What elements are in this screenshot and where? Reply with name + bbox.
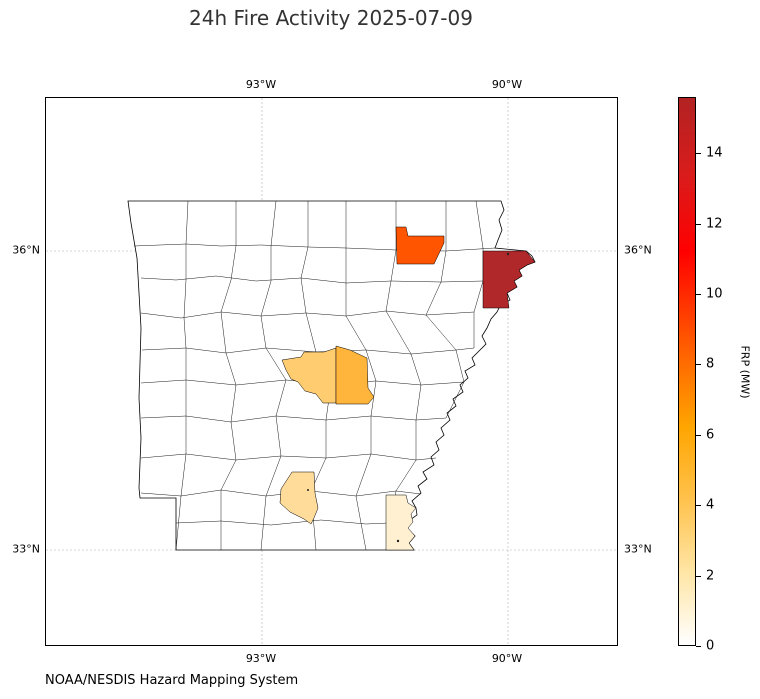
colorbar-tick-mark: [696, 505, 701, 507]
lon-tick-bottom-93w: 93°W: [245, 652, 277, 665]
lon-tick-top-93w: 93°W: [245, 78, 277, 91]
colorbar-tick-label: 0: [706, 638, 715, 654]
county-fire-northeast[interactable]: [482, 250, 536, 309]
map-title: 24h Fire Activity 2025-07-09: [189, 6, 473, 30]
county-fire-south-central[interactable]: [279, 471, 319, 525]
fire-points: [307, 252, 510, 543]
colorbar-tick-label: 14: [706, 145, 723, 161]
county-fire-central-east[interactable]: [335, 345, 375, 405]
colorbar-tick-label: 4: [706, 497, 715, 513]
colorbar-tick-label: 10: [706, 286, 723, 302]
lat-tick-right-36n: 36°N: [624, 243, 652, 257]
colorbar-tick-mark: [696, 294, 701, 296]
colorbar-tick-mark: [696, 223, 701, 225]
frp-colorbar: [678, 97, 696, 646]
lon-tick-top-90w: 90°W: [491, 78, 523, 91]
fire-point: [396, 539, 400, 543]
county-fire-central-west[interactable]: [281, 347, 337, 404]
colorbar-tick-label: 12: [706, 216, 723, 232]
fire-point: [506, 252, 510, 256]
colorbar-tick-mark: [696, 434, 701, 436]
lat-tick-left-36n: 36°N: [12, 243, 40, 257]
colorbar-tick-mark: [696, 646, 701, 647]
fire-point: [307, 489, 309, 491]
lat-tick-left-33n: 33°N: [12, 542, 40, 556]
county-fire-southeast[interactable]: [385, 494, 417, 551]
colorbar-tick-mark: [696, 575, 701, 577]
lon-tick-bottom-90w: 90°W: [491, 652, 523, 665]
data-credit: NOAA/NESDIS Hazard Mapping System: [45, 673, 299, 688]
colorbar-tick-label: 2: [706, 568, 715, 584]
county-fire-north-central[interactable]: [395, 226, 445, 265]
arkansas-county-map: [46, 98, 617, 645]
colorbar-tick-mark: [696, 153, 701, 155]
colorbar-tick-mark: [696, 364, 701, 366]
colorbar-title: FRP (MW): [738, 345, 752, 399]
colorbar-tick-label: 6: [706, 427, 715, 443]
colorbar-tick-label: 8: [706, 356, 715, 372]
map-panel[interactable]: [45, 97, 618, 646]
lat-tick-right-33n: 33°N: [624, 542, 652, 556]
